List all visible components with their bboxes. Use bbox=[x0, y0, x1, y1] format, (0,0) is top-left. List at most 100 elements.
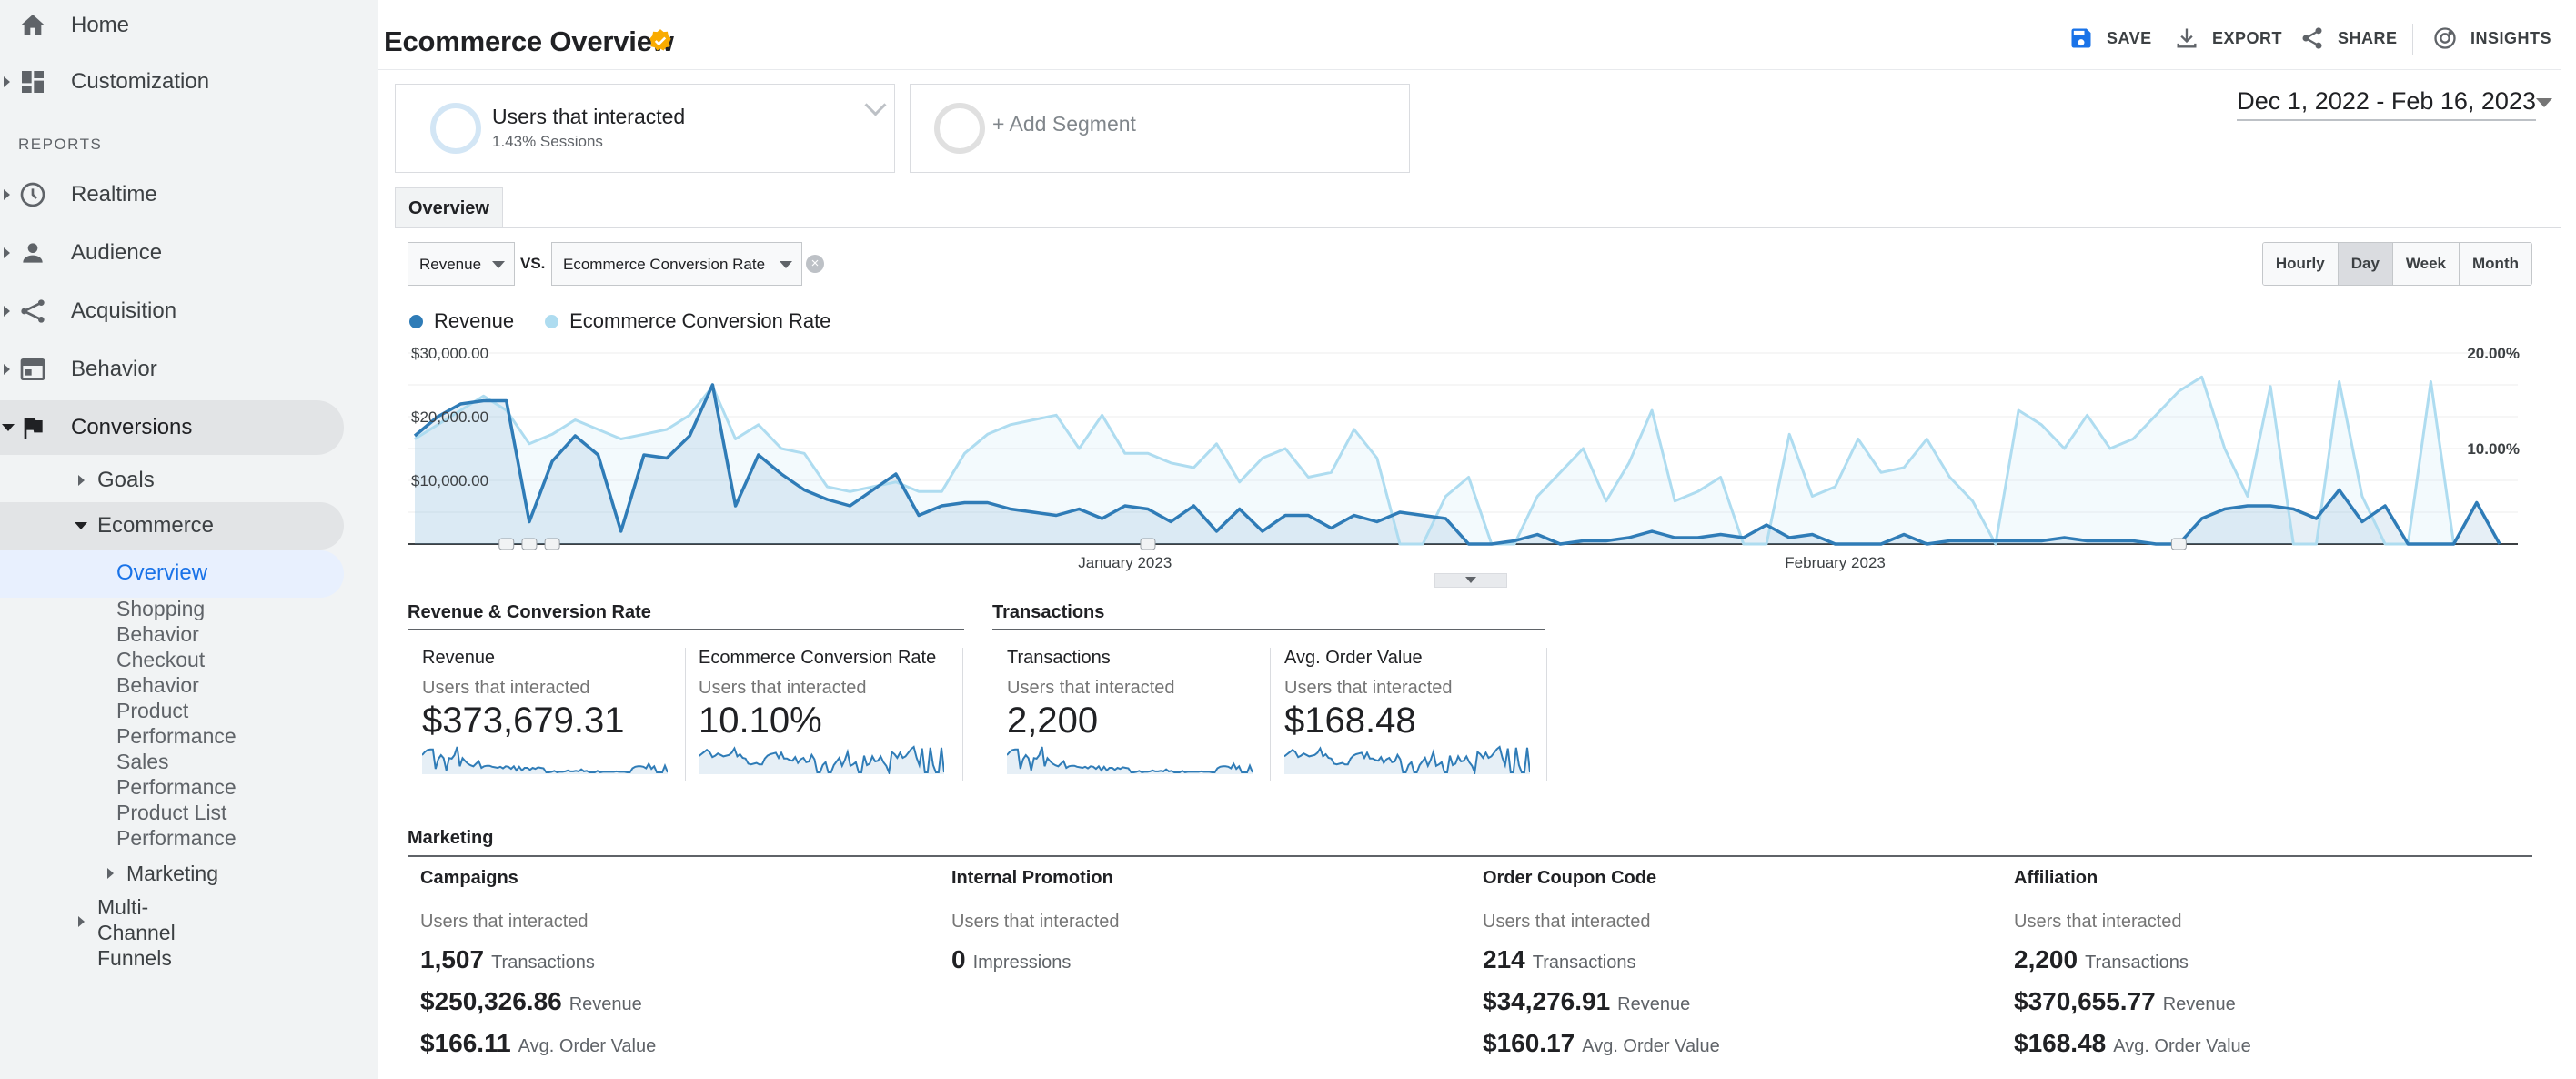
insights-button[interactable]: INSIGHTS bbox=[2432, 25, 2551, 51]
nav-checkout-behavior-line1: Checkout bbox=[116, 648, 206, 671]
metric-transactions[interactable]: Transactions Users that interacted 2,200 bbox=[1007, 646, 1271, 782]
toolbar-divider bbox=[2412, 24, 2413, 55]
x-tick-label: February 2023 bbox=[1785, 554, 1886, 571]
segment-ring-icon bbox=[430, 103, 481, 154]
annotation-marker-icon[interactable] bbox=[1140, 538, 1156, 550]
nav-sales-performance[interactable]: Sales Performance bbox=[116, 749, 236, 800]
tab-overview[interactable]: Overview bbox=[395, 187, 503, 228]
caret-down-icon bbox=[2, 424, 15, 431]
secondary-metric-dropdown[interactable]: Ecommerce Conversion Rate bbox=[551, 242, 802, 286]
nav-product-performance[interactable]: Product Performance bbox=[116, 698, 236, 749]
nav-audience-label: Audience bbox=[71, 240, 163, 265]
marketing-row: $168.48 Avg. Order Value bbox=[2014, 1029, 2251, 1058]
marketing-value: $34,276.91 bbox=[1483, 987, 1611, 1015]
granularity-day[interactable]: Day bbox=[2337, 243, 2392, 285]
caret-down-icon[interactable] bbox=[2536, 98, 2552, 107]
chevron-down-icon[interactable] bbox=[864, 94, 887, 116]
sparkline-area bbox=[1284, 747, 1530, 774]
marketing-internal-promotion[interactable]: Internal Promotion Users that interacted… bbox=[951, 868, 1120, 974]
section-transactions: Transactions bbox=[992, 602, 1545, 630]
chart-annotation-toggle[interactable] bbox=[1434, 573, 1507, 588]
nav-sales-performance-line2: Performance bbox=[116, 775, 236, 799]
person-icon bbox=[23, 243, 43, 263]
nav-shopping-behavior[interactable]: Shopping Behavior bbox=[116, 596, 205, 647]
metric-conversion-rate[interactable]: Ecommerce Conversion Rate Users that int… bbox=[699, 646, 962, 782]
annotation-marker-icon[interactable] bbox=[521, 538, 538, 550]
metric-value: 2,200 bbox=[1007, 701, 1099, 741]
header-divider bbox=[378, 69, 2561, 70]
metric-revenue[interactable]: Revenue Users that interacted $373,679.3… bbox=[422, 646, 686, 782]
sparkline bbox=[699, 745, 944, 774]
export-button[interactable]: EXPORT bbox=[2174, 25, 2282, 51]
marketing-label: Avg. Order Value bbox=[518, 1036, 657, 1056]
metric-divider bbox=[1270, 648, 1271, 781]
granularity-month[interactable]: Month bbox=[2459, 243, 2531, 285]
save-label: SAVE bbox=[2107, 28, 2152, 47]
metric-avg-order-value[interactable]: Avg. Order Value Users that interacted $… bbox=[1284, 646, 1548, 782]
caret-right-icon bbox=[4, 189, 10, 200]
save-button[interactable]: SAVE bbox=[2068, 25, 2152, 51]
section-marketing: Marketing bbox=[408, 828, 494, 848]
metric-divider bbox=[962, 648, 963, 781]
metric-title: Avg. Order Value bbox=[1284, 648, 1423, 668]
legend-conversion-swatch bbox=[545, 314, 559, 328]
legend-revenue: Revenue bbox=[434, 309, 515, 332]
date-range-picker[interactable]: Dec 1, 2022 - Feb 16, 2023 bbox=[2237, 87, 2536, 121]
primary-metric-dropdown[interactable]: Revenue bbox=[408, 242, 515, 286]
marketing-value: $168.48 bbox=[2014, 1029, 2107, 1057]
sparkline-line bbox=[699, 745, 944, 774]
y-right-tick-label: 10.00% bbox=[2467, 440, 2520, 458]
marketing-value: $166.11 bbox=[420, 1029, 511, 1057]
nav-overview-label: Overview bbox=[116, 560, 208, 585]
annotation-marker-icon[interactable] bbox=[498, 538, 515, 550]
primary-metric-label: Revenue bbox=[419, 256, 482, 273]
nav-product-list-performance[interactable]: Product List Performance bbox=[116, 800, 236, 851]
marketing-order-coupon-code[interactable]: Order Coupon Code Users that interacted … bbox=[1483, 868, 1720, 1058]
metric-title: Transactions bbox=[1007, 648, 1111, 668]
chart-annotations bbox=[498, 538, 2187, 550]
caret-right-icon bbox=[78, 475, 85, 486]
metric-title: Ecommerce Conversion Rate bbox=[699, 648, 937, 668]
clear-metric-icon[interactable]: × bbox=[806, 255, 824, 273]
conversion-rate-area bbox=[415, 377, 2500, 544]
segment-users-that-interacted[interactable]: Users that interacted 1.43% Sessions bbox=[395, 84, 895, 173]
main-content: Ecommerce Overview SAVE EXPORT SHARE INS… bbox=[378, 0, 2576, 1079]
nav-realtime-label: Realtime bbox=[71, 182, 157, 207]
sidebar: Home Customization REPORTS Realtime Audi… bbox=[0, 0, 378, 1079]
nav-marketing-label: Marketing bbox=[126, 861, 218, 885]
annotation-marker-icon[interactable] bbox=[544, 538, 560, 550]
clock-icon bbox=[20, 182, 45, 207]
nav-ecommerce-label: Ecommerce bbox=[97, 513, 215, 538]
metric-value: $373,679.31 bbox=[422, 701, 625, 741]
granularity-week[interactable]: Week bbox=[2391, 243, 2460, 285]
caret-right-icon bbox=[4, 247, 10, 258]
annotation-marker-icon[interactable] bbox=[2170, 538, 2187, 550]
share-button[interactable]: SHARE bbox=[2299, 25, 2398, 51]
nav-home-label: Home bbox=[71, 13, 130, 37]
marketing-segment: Users that interacted bbox=[951, 912, 1120, 932]
nav-customization-label: Customization bbox=[71, 69, 210, 94]
nav-behavior-label: Behavior bbox=[71, 357, 157, 381]
nav-product-performance-line2: Performance bbox=[116, 724, 236, 748]
nav-overview-highlight bbox=[0, 550, 344, 598]
marketing-row: $166.11 Avg. Order Value bbox=[420, 1029, 656, 1058]
marketing-affiliation[interactable]: Affiliation Users that interacted 2,200 T… bbox=[2014, 868, 2251, 1058]
marketing-value: 0 bbox=[951, 945, 966, 973]
marketing-segment: Users that interacted bbox=[2014, 912, 2182, 932]
marketing-row: $370,655.77 Revenue bbox=[2014, 987, 2251, 1016]
vs-label: VS. bbox=[520, 255, 546, 272]
tab-underline bbox=[395, 227, 2561, 228]
marketing-campaigns[interactable]: Campaigns Users that interacted 1,507 Tra… bbox=[420, 868, 656, 1058]
y-left-tick-label: $30,000.00 bbox=[411, 345, 488, 362]
overview-line-chart[interactable]: $30,000.00 $20,000.00 $10,000.00 20.00% 10.0… bbox=[408, 335, 2536, 580]
share-label: SHARE bbox=[2338, 28, 2398, 47]
flag-icon bbox=[24, 418, 43, 439]
nav-checkout-behavior[interactable]: Checkout Behavior bbox=[116, 647, 205, 698]
acquisition-icon bbox=[21, 299, 45, 323]
marketing-title: Affiliation bbox=[2014, 868, 2098, 888]
marketing-row: 0 Impressions bbox=[951, 945, 1120, 974]
granularity-hourly[interactable]: Hourly bbox=[2262, 243, 2338, 285]
marketing-row: 214 Transactions bbox=[1483, 945, 1720, 974]
add-segment-button[interactable]: + Add Segment bbox=[910, 84, 1410, 173]
metric-divider bbox=[685, 648, 686, 781]
